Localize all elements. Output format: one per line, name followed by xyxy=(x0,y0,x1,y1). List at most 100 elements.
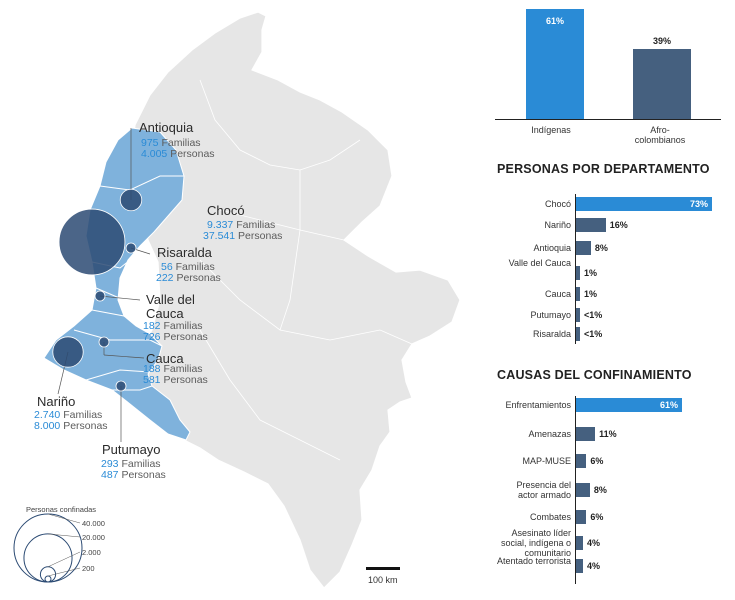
personas-unit: Personas xyxy=(238,230,283,242)
bar xyxy=(576,308,580,322)
legend-circle xyxy=(13,513,83,583)
legend-circles xyxy=(13,513,83,583)
familias-unit: Familias xyxy=(121,458,161,470)
bubble-nariño xyxy=(52,336,84,368)
bar-value-label: 16% xyxy=(609,220,628,230)
bar-value-label: 8% xyxy=(594,243,608,253)
dept-stats-putumayo: 293 Familias 487 Personas xyxy=(101,459,166,481)
legend-leader xyxy=(47,551,81,568)
bubble-putumayo xyxy=(115,380,127,392)
bar xyxy=(576,266,580,280)
bar xyxy=(576,241,591,255)
dept-name-antioquia: Antioquia xyxy=(139,120,194,135)
familias-unit: Familias xyxy=(163,320,203,332)
dept-name-narino: Nariño xyxy=(37,394,76,409)
category-label: Asesinato líder social, indígena o comun… xyxy=(500,528,571,558)
personas-unit: Personas xyxy=(170,148,215,160)
bar xyxy=(576,218,606,232)
personas-value: 581 xyxy=(143,374,161,386)
personas-value: 37.541 xyxy=(203,230,236,242)
dept-name-risaralda: Risaralda xyxy=(157,245,212,260)
legend-leader xyxy=(47,567,81,577)
bar-value-label: 1% xyxy=(584,268,598,278)
dept-stats-valle: 182 Familias 726 Personas xyxy=(143,321,208,343)
bar-value-label: 4% xyxy=(586,538,600,548)
bar xyxy=(576,536,583,550)
causes-chart-title: CAUSAS DEL CONFINAMIENTO xyxy=(497,368,692,382)
bar-value-label: <1% xyxy=(584,329,603,339)
bar-afrocolombianos xyxy=(633,48,691,119)
familias-unit: Familias xyxy=(163,363,203,375)
bubbles xyxy=(52,188,143,392)
personas-unit: Personas xyxy=(176,272,221,284)
personas-unit: Personas xyxy=(163,374,208,386)
dept-stats-narino: 2.740 Familias 8.000 Personas xyxy=(34,410,108,432)
dept-name-valle: Valle del Cauca xyxy=(146,292,195,321)
bar xyxy=(576,559,583,573)
bar xyxy=(576,398,682,412)
familias-unit: Familias xyxy=(236,219,276,231)
familias-value: 2.740 xyxy=(34,409,61,421)
familias-unit: Familias xyxy=(161,137,201,149)
bar-value-label: 73% xyxy=(689,199,708,209)
scale-label: 100 km xyxy=(368,575,398,585)
y-axis-line xyxy=(575,194,576,344)
personas-value: 8.000 xyxy=(34,420,61,432)
category-label: Chocó xyxy=(544,199,571,209)
bar xyxy=(576,287,580,301)
dept-name-cauca: Cauca xyxy=(146,351,184,366)
bar xyxy=(576,510,587,524)
legend-value: 40.000 xyxy=(82,519,105,528)
category-label: Antioquia xyxy=(533,243,571,253)
legend-circle xyxy=(39,566,57,583)
bar-value-label: <1% xyxy=(584,310,603,320)
category-label: Indígenas xyxy=(531,125,571,135)
familias-value: 293 xyxy=(101,458,119,470)
category-label: Enfrentamientos xyxy=(505,400,571,410)
pacific-region xyxy=(43,127,191,441)
bar-value-label: 11% xyxy=(599,429,617,439)
bubble-risaralda xyxy=(125,242,137,254)
x-axis-line xyxy=(495,119,721,120)
category-label: Nariño xyxy=(544,220,571,230)
personas-unit: Personas xyxy=(63,420,108,432)
dept-chart-title: PERSONAS POR DEPARTAMENTO xyxy=(497,162,710,176)
familias-unit: Familias xyxy=(63,409,103,421)
legend-circle xyxy=(23,533,73,583)
legend-title: Personas confinadas xyxy=(26,505,97,514)
legend-leader xyxy=(47,513,81,524)
dept-name-putumayo: Putumayo xyxy=(102,442,161,457)
bar xyxy=(576,454,587,468)
familias-value: 182 xyxy=(143,320,161,332)
bar-value-label: 39% xyxy=(652,35,671,46)
dept-stats-choco: 9.337 Familias 37.541 Personas xyxy=(203,220,282,242)
personas-value: 487 xyxy=(101,469,119,481)
dept-stats-cauca: 188 Familias 581 Personas xyxy=(143,364,208,386)
scale-bar xyxy=(366,567,400,570)
dept-borders xyxy=(199,79,413,461)
legend-circle xyxy=(44,575,52,583)
familias-value: 188 xyxy=(143,363,161,375)
bar-value-label: 6% xyxy=(590,456,604,466)
category-label: Afro-colombianos xyxy=(634,125,686,145)
bubble-antioquia xyxy=(119,188,143,212)
category-label: Atentado terrorista xyxy=(496,556,571,566)
dept-stats-antioquia: 975 Familias 4.005 Personas xyxy=(141,138,215,160)
bar xyxy=(576,427,596,441)
ethnicity-chart: 61% 39% xyxy=(495,0,725,150)
bar xyxy=(576,483,590,497)
bubble-chocó xyxy=(58,208,126,276)
personas-unit: Personas xyxy=(121,469,166,481)
legend-leader xyxy=(47,533,81,538)
category-label: Cauca xyxy=(544,289,571,299)
familias-unit: Familias xyxy=(175,261,215,273)
bar xyxy=(576,327,580,341)
category-label: Risaralda xyxy=(532,329,571,339)
bar-value-label: 4% xyxy=(586,561,600,571)
y-axis-line xyxy=(575,396,576,584)
bubble-valle-del-cauca xyxy=(94,290,106,302)
personas-value: 726 xyxy=(143,331,161,343)
category-label: Amenazas xyxy=(528,429,571,439)
bar-value-label: 61% xyxy=(659,400,678,410)
bar-value-label: 1% xyxy=(584,289,598,299)
